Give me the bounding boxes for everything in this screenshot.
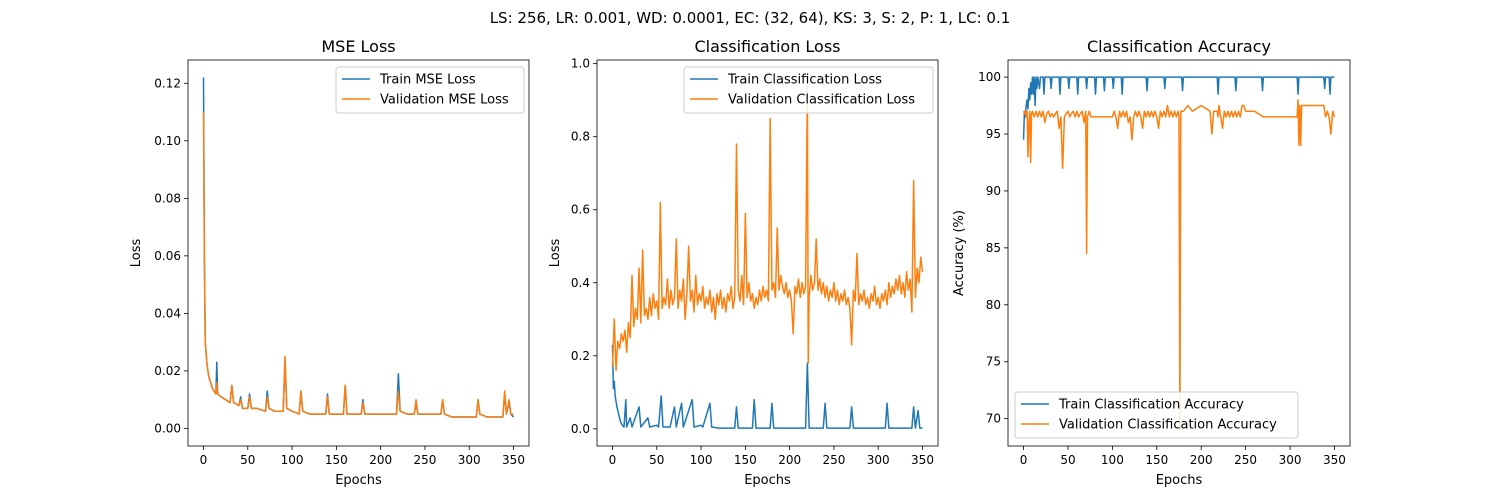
x-tick-label: 100 xyxy=(281,453,304,467)
x-tick-label: 0 xyxy=(200,453,208,467)
legend-label-validation: Validation MSE Loss xyxy=(380,93,509,108)
x-tick-label: 200 xyxy=(1190,453,1213,467)
legend-box xyxy=(335,66,525,114)
axes-frame xyxy=(187,59,530,447)
x-tick-label: 0 xyxy=(1020,453,1028,467)
y-tick-label: 0.08 xyxy=(154,191,181,205)
y-tick-label: 85 xyxy=(986,241,1001,255)
x-tick-label: 250 xyxy=(1234,453,1257,467)
chart-title: Classification Loss xyxy=(694,37,840,56)
x-tick-label: 50 xyxy=(649,453,664,467)
x-tick-label: 300 xyxy=(458,453,481,467)
x-tick-label: 300 xyxy=(867,453,890,467)
legend-label-validation: Validation Classification Accuracy xyxy=(1059,418,1277,433)
y-tick-label: 0.8 xyxy=(571,130,590,144)
axes-frame xyxy=(1007,59,1351,447)
x-axis-label: Epochs xyxy=(744,473,791,488)
y-axis-label: Loss xyxy=(548,239,563,268)
x-tick-label: 350 xyxy=(502,453,525,467)
x-tick-label: 100 xyxy=(1101,453,1124,467)
legend-label-validation: Validation Classification Loss xyxy=(728,93,915,108)
x-tick-label: 150 xyxy=(325,453,348,467)
legend-box xyxy=(1014,391,1299,439)
x-tick-label: 50 xyxy=(1060,453,1075,467)
x-tick-label: 150 xyxy=(734,453,757,467)
series-line-validation xyxy=(611,84,924,372)
legend: Train Classification Accuracy Validation … xyxy=(1014,391,1299,439)
y-axis-label: Loss xyxy=(129,239,144,268)
chart-panel-1: MSE Loss 0 50 100 150 200 250 300 350 0.00 0.02 0.0… xyxy=(129,37,530,488)
x-tick-label: 150 xyxy=(1145,453,1168,467)
figure-suptitle: LS: 256, LR: 0.001, WD: 0.0001, EC: (32,… xyxy=(490,9,1011,27)
y-tick-label: 100 xyxy=(978,70,1001,84)
x-tick-label: 350 xyxy=(911,453,934,467)
x-tick-label: 250 xyxy=(822,453,845,467)
y-tick-label: 0.6 xyxy=(571,203,590,217)
y-tick-label: 1.0 xyxy=(571,57,590,71)
y-tick-label: 0.00 xyxy=(154,421,181,435)
y-tick-label: 70 xyxy=(986,412,1001,426)
x-axis-label: Epochs xyxy=(335,473,382,488)
y-tick-label: 0.12 xyxy=(154,76,181,90)
y-tick-label: 95 xyxy=(986,127,1001,141)
x-tick-label: 50 xyxy=(240,453,255,467)
y-tick-label: 90 xyxy=(986,184,1001,198)
x-tick-label: 0 xyxy=(609,453,617,467)
y-tick-label: 80 xyxy=(986,298,1001,312)
legend-label-train: Train Classification Loss xyxy=(727,73,882,88)
x-tick-label: 250 xyxy=(413,453,436,467)
y-tick-label: 75 xyxy=(986,355,1001,369)
x-tick-label: 200 xyxy=(778,453,801,467)
y-tick-label: 0.0 xyxy=(571,422,590,436)
x-tick-label: 100 xyxy=(690,453,713,467)
chart-title: MSE Loss xyxy=(321,37,395,56)
chart-panel-3: Classification Accuracy 0 50 100 150 200 250 30… xyxy=(952,37,1351,488)
chart-panel-2: Classification Loss 0 50 100 150 200 250 300 350… xyxy=(548,37,939,488)
y-tick-label: 0.2 xyxy=(571,349,590,363)
x-tick-label: 300 xyxy=(1279,453,1302,467)
y-tick-label: 0.02 xyxy=(154,364,181,378)
x-tick-label: 200 xyxy=(369,453,392,467)
x-tick-label: 350 xyxy=(1323,453,1346,467)
legend: Train MSE Loss Validation MSE Loss xyxy=(335,66,525,114)
legend-label-train: Train Classification Accuracy xyxy=(1058,398,1244,413)
legend-box xyxy=(683,66,934,114)
series-line-train xyxy=(1022,76,1335,140)
x-axis-label: Epochs xyxy=(1156,473,1203,488)
y-axis-label: Accuracy (%) xyxy=(952,210,967,296)
axes-frame xyxy=(596,59,939,447)
y-tick-label: 0.10 xyxy=(154,134,181,148)
chart-title: Classification Accuracy xyxy=(1087,37,1271,56)
y-tick-label: 0.4 xyxy=(571,276,590,290)
y-tick-label: 0.06 xyxy=(154,249,181,263)
series-line-validation xyxy=(1022,99,1336,431)
series-line-validation xyxy=(202,112,514,418)
legend-label-train: Train MSE Loss xyxy=(379,73,476,88)
y-tick-label: 0.04 xyxy=(154,306,181,320)
series-line-train xyxy=(611,344,923,429)
legend: Train Classification Loss Validation Clas… xyxy=(683,66,934,114)
